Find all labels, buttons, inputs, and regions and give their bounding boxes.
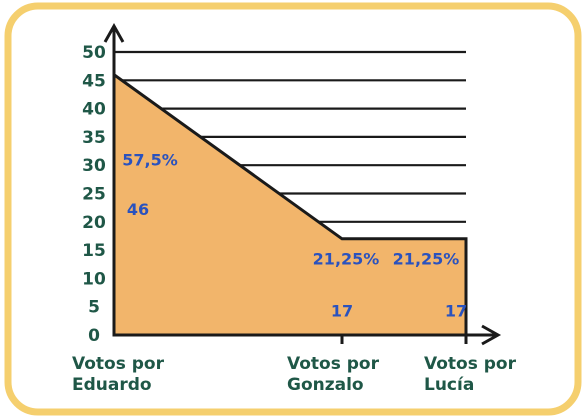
- category-label-3: Votos por Lucía: [424, 354, 517, 395]
- percent-label-2: 21,25%: [313, 250, 380, 269]
- y-tick-label-15: 15: [82, 241, 106, 261]
- y-tick-label-20: 20: [82, 213, 106, 233]
- y-tick-label-0: 0: [88, 326, 100, 346]
- category-label-1: Votos por Eduardo: [72, 354, 165, 395]
- y-tick-label-10: 10: [82, 269, 106, 289]
- value-label-3: 17: [445, 302, 467, 321]
- y-tick-label-50: 50: [82, 43, 106, 63]
- category-label-2: Votos por Gonzalo: [287, 354, 380, 395]
- y-tick-label-25: 25: [82, 185, 106, 205]
- y-tick-label-45: 45: [82, 71, 106, 91]
- value-label-1: 46: [127, 200, 149, 219]
- y-tick-labels: 0 5 10 15 20 25 30 35 40 45 50: [82, 43, 106, 346]
- y-axis-arrow: [103, 22, 125, 43]
- y-tick-label-35: 35: [82, 128, 106, 148]
- y-tick-label-5: 5: [88, 298, 100, 318]
- data-labels: 57,5% 21,25% 21,25% 46 17 17: [122, 151, 467, 321]
- percent-label-3: 21,25%: [393, 250, 460, 269]
- percent-label-1: 57,5%: [122, 151, 178, 170]
- axes: [103, 22, 502, 346]
- value-label-2: 17: [331, 302, 353, 321]
- x-axis-arrow: [481, 324, 502, 346]
- x-category-labels: Votos por Eduardo Votos por Gonzalo Votos po…: [72, 354, 517, 395]
- y-tick-label-30: 30: [82, 156, 106, 176]
- y-tick-label-40: 40: [82, 100, 106, 120]
